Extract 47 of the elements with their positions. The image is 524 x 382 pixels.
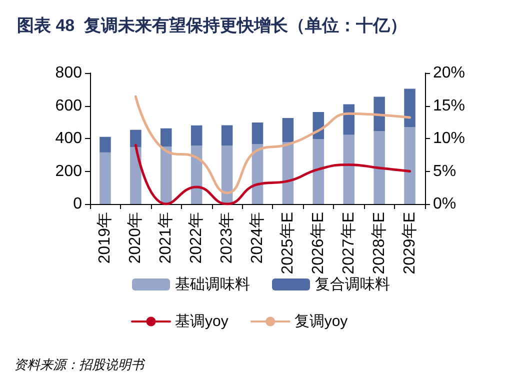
- bar: [100, 152, 111, 204]
- line-series: [134, 144, 412, 206]
- y-tick-label: 600: [55, 97, 82, 114]
- bar: [404, 88, 416, 128]
- bar: [190, 125, 202, 146]
- bar: [252, 122, 264, 144]
- bar: [130, 147, 142, 204]
- x-tick-label: 2019年: [96, 212, 114, 264]
- line-series: [134, 95, 412, 194]
- bar: [374, 130, 385, 204]
- bar: [221, 146, 233, 204]
- bar: [282, 118, 294, 142]
- bar: [100, 136, 111, 152]
- x-tick-label: 2024年: [249, 212, 266, 264]
- y2-tick-label: 10%: [433, 130, 466, 147]
- text: 资料来源：招股说明书: [14, 357, 146, 372]
- y-tick-label: 200: [55, 162, 82, 180]
- y-tick-label: 0: [73, 196, 82, 212]
- bar: [160, 128, 172, 147]
- x-tick-label: 2025年E: [279, 212, 296, 274]
- legend-label: 复合调味料: [315, 276, 390, 293]
- x-tick-label: 2023年: [218, 212, 236, 264]
- x-tick-label: 2026年E: [310, 212, 327, 274]
- y2-tick-label: 0%: [433, 196, 456, 212]
- legend-label: 基础调味料: [175, 276, 250, 293]
- bar: [404, 127, 416, 204]
- bar: [160, 146, 172, 204]
- x-tick-label: 2020年: [127, 212, 144, 264]
- y2-tick-label: 15%: [433, 97, 466, 114]
- legend-label: 复调yoy: [294, 313, 348, 330]
- bar: [312, 138, 324, 204]
- x-tick-label: 2027年E: [340, 212, 358, 274]
- x-tick-label: 2021年: [158, 212, 175, 264]
- bar: [130, 130, 142, 148]
- chart-title: 图表 48 复调未来有望保持更快增长（单位：十亿）: [17, 16, 408, 35]
- x-tick-label: 2029年E: [401, 212, 418, 274]
- bar: [343, 134, 354, 204]
- bar: [343, 104, 354, 135]
- legend-label: 基调yoy: [175, 313, 229, 330]
- y2-tick-label: 20%: [433, 64, 466, 82]
- bar: [374, 96, 385, 131]
- bar: [221, 125, 233, 146]
- y2-tick-label: 5%: [433, 162, 456, 180]
- x-tick-label: 2022年: [188, 212, 206, 264]
- x-tick-label: 2028年E: [370, 212, 388, 274]
- y-tick-label: 400: [55, 130, 82, 147]
- y-tick-label: 800: [55, 64, 82, 82]
